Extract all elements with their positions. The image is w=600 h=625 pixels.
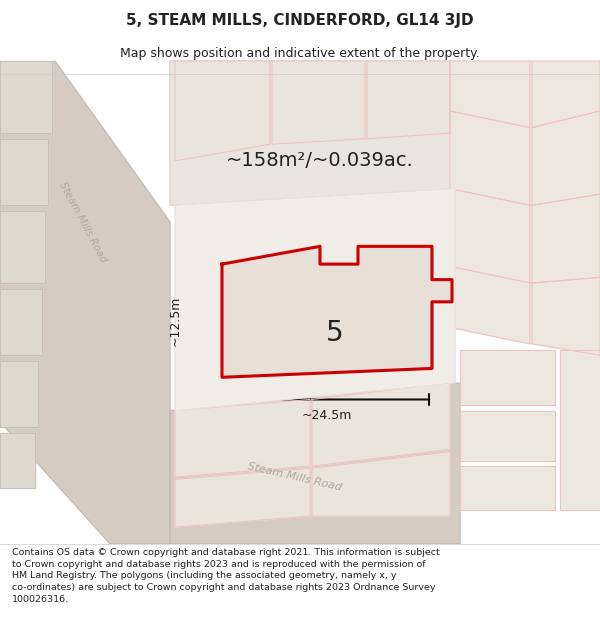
Polygon shape — [460, 411, 555, 461]
Polygon shape — [175, 189, 455, 411]
Text: Contains OS data © Crown copyright and database right 2021. This information is : Contains OS data © Crown copyright and d… — [12, 548, 440, 604]
Polygon shape — [0, 61, 52, 133]
Polygon shape — [170, 61, 450, 205]
Polygon shape — [450, 61, 530, 127]
Polygon shape — [532, 111, 600, 205]
Polygon shape — [450, 189, 530, 283]
Polygon shape — [312, 452, 450, 516]
Text: Map shows position and indicative extent of the property.: Map shows position and indicative extent… — [120, 47, 480, 59]
Polygon shape — [272, 61, 365, 144]
Polygon shape — [532, 61, 600, 127]
Polygon shape — [0, 139, 48, 205]
Text: Steam Mills Road: Steam Mills Road — [247, 461, 343, 493]
Polygon shape — [450, 111, 530, 205]
Text: 5, STEAM MILLS, CINDERFORD, GL14 3JD: 5, STEAM MILLS, CINDERFORD, GL14 3JD — [126, 13, 474, 28]
Polygon shape — [460, 349, 555, 405]
Polygon shape — [0, 361, 38, 428]
Polygon shape — [450, 266, 530, 344]
Polygon shape — [175, 399, 310, 477]
Text: ~24.5m: ~24.5m — [302, 409, 352, 421]
Text: 5: 5 — [326, 319, 344, 347]
Polygon shape — [170, 383, 460, 544]
Polygon shape — [367, 61, 450, 139]
Polygon shape — [0, 432, 35, 488]
Polygon shape — [460, 466, 555, 511]
Polygon shape — [0, 61, 170, 544]
Polygon shape — [532, 194, 600, 283]
Text: ~158m²/~0.039ac.: ~158m²/~0.039ac. — [226, 151, 414, 171]
Polygon shape — [175, 468, 310, 527]
Text: Steam Mills Road: Steam Mills Road — [58, 180, 109, 264]
Polygon shape — [222, 246, 452, 378]
Polygon shape — [0, 211, 45, 283]
Polygon shape — [312, 383, 450, 466]
Polygon shape — [560, 349, 600, 511]
Polygon shape — [0, 289, 42, 355]
Text: ~12.5m: ~12.5m — [169, 296, 182, 346]
Polygon shape — [532, 278, 600, 355]
Polygon shape — [175, 61, 270, 161]
